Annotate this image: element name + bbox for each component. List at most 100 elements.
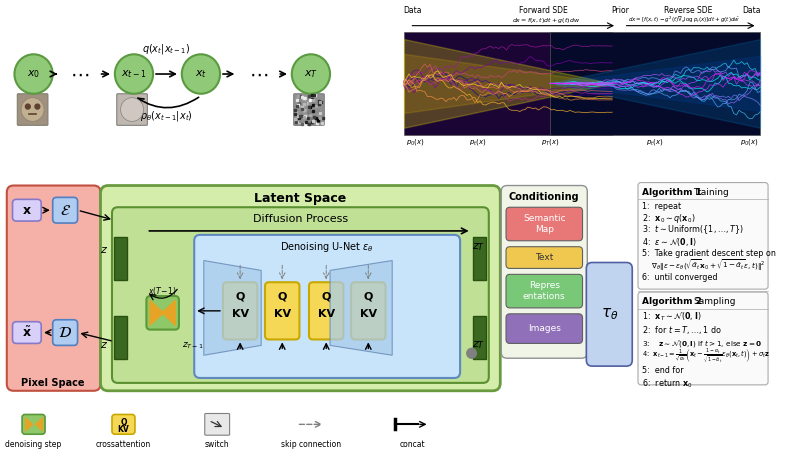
Text: Prior: Prior — [611, 6, 629, 15]
Text: Training: Training — [694, 188, 730, 197]
FancyBboxPatch shape — [506, 274, 582, 308]
Text: Conditioning: Conditioning — [509, 192, 579, 202]
Text: 3:    $\mathbf{z} \sim \mathcal{N}(\mathbf{0}, \mathbf{I})$ if $t > 1$, else $\m: 3: $\mathbf{z} \sim \mathcal{N}(\mathbf{… — [642, 338, 762, 349]
Text: $p_t(x)$: $p_t(x)$ — [646, 137, 664, 147]
Text: $\cdots$: $\cdots$ — [249, 64, 268, 84]
FancyBboxPatch shape — [309, 282, 343, 339]
Text: Q: Q — [322, 291, 331, 301]
Text: $\mathcal{D}$: $\mathcal{D}$ — [58, 325, 72, 340]
Text: Reverse SDE: Reverse SDE — [665, 6, 713, 15]
Text: $x_T$: $x_T$ — [304, 68, 318, 80]
FancyBboxPatch shape — [112, 207, 489, 383]
Text: Semantic
Map: Semantic Map — [523, 214, 566, 234]
Bar — [473, 237, 486, 280]
Text: KV: KV — [231, 309, 249, 319]
Text: Q: Q — [364, 291, 373, 301]
FancyBboxPatch shape — [117, 94, 147, 126]
Text: Q: Q — [235, 291, 245, 301]
Text: $\mathcal{E}$: $\mathcal{E}$ — [59, 202, 70, 218]
Text: $x_0$: $x_0$ — [27, 68, 40, 80]
Text: 2:  for $t = T, \ldots, 1$ do: 2: for $t = T, \ldots, 1$ do — [642, 324, 722, 336]
Text: Algorithm 1: Algorithm 1 — [642, 188, 702, 197]
Text: $x_t$: $x_t$ — [195, 68, 207, 80]
Polygon shape — [330, 261, 392, 355]
Circle shape — [182, 54, 220, 94]
FancyBboxPatch shape — [6, 185, 101, 391]
FancyBboxPatch shape — [18, 94, 48, 126]
Text: Algorithm 2: Algorithm 2 — [642, 297, 702, 306]
Text: Images: Images — [528, 324, 561, 333]
Text: z: z — [101, 340, 106, 351]
Text: Forward SDE: Forward SDE — [519, 6, 568, 15]
Text: denoising step: denoising step — [6, 440, 62, 449]
Text: Q: Q — [278, 291, 287, 301]
Text: Text: Text — [535, 253, 554, 262]
Text: $dx = [f(x,t) - g^2(t)\nabla_x \log p_t(x)]dt + g(t)d\bar{w}$: $dx = [f(x,t) - g^2(t)\nabla_x \log p_t(… — [629, 14, 741, 25]
FancyBboxPatch shape — [265, 282, 299, 339]
Polygon shape — [34, 416, 43, 432]
Text: $p_0(x)$: $p_0(x)$ — [740, 137, 758, 147]
Text: $\mathbf{x}$: $\mathbf{x}$ — [22, 204, 32, 217]
Text: $z_T$: $z_T$ — [472, 339, 485, 351]
Circle shape — [35, 104, 40, 109]
Text: $z_T$: $z_T$ — [472, 241, 485, 252]
Circle shape — [121, 98, 143, 122]
Text: 4:  $\epsilon \sim \mathcal{N}(\mathbf{0}, \mathbf{I})$: 4: $\epsilon \sim \mathcal{N}(\mathbf{0}… — [642, 236, 697, 248]
Text: z: z — [101, 245, 106, 255]
FancyBboxPatch shape — [586, 262, 632, 366]
Circle shape — [21, 98, 44, 122]
Bar — [114, 237, 127, 280]
FancyBboxPatch shape — [223, 282, 258, 339]
FancyBboxPatch shape — [506, 314, 582, 343]
Text: $x(T\!-\!1)$: $x(T\!-\!1)$ — [147, 285, 176, 297]
Circle shape — [14, 54, 53, 94]
Text: KV: KV — [318, 309, 334, 319]
Polygon shape — [204, 261, 261, 355]
Bar — [114, 316, 127, 359]
Text: 1:  repeat: 1: repeat — [642, 202, 681, 211]
Bar — [404, 32, 612, 135]
Text: skip connection: skip connection — [281, 440, 341, 449]
Text: Data: Data — [742, 6, 761, 15]
FancyBboxPatch shape — [13, 199, 42, 221]
Text: KV: KV — [360, 309, 377, 319]
Text: $\cdots$: $\cdots$ — [70, 64, 89, 84]
Text: KV: KV — [274, 309, 290, 319]
FancyBboxPatch shape — [146, 296, 179, 329]
Text: Denoising U-Net $\epsilon_\theta$: Denoising U-Net $\epsilon_\theta$ — [280, 240, 374, 254]
FancyBboxPatch shape — [205, 414, 230, 435]
Text: 2:  $\mathbf{x}_0 \sim q(\mathbf{x}_0)$: 2: $\mathbf{x}_0 \sim q(\mathbf{x}_0)$ — [642, 212, 695, 225]
FancyBboxPatch shape — [101, 185, 500, 391]
FancyBboxPatch shape — [294, 94, 324, 126]
Text: crossattention: crossattention — [96, 440, 151, 449]
FancyBboxPatch shape — [351, 282, 386, 339]
Text: Pixel Space: Pixel Space — [21, 378, 85, 388]
Polygon shape — [161, 299, 176, 327]
Text: $\tau_\theta$: $\tau_\theta$ — [601, 306, 618, 322]
FancyBboxPatch shape — [13, 322, 42, 343]
Text: Sampling: Sampling — [694, 297, 736, 306]
Text: Latent Space: Latent Space — [254, 192, 346, 205]
Text: Diffusion Process: Diffusion Process — [253, 214, 348, 224]
Text: $z_{T-1}$: $z_{T-1}$ — [182, 340, 204, 351]
Polygon shape — [25, 416, 34, 432]
Text: $x_{t-1}$: $x_{t-1}$ — [121, 68, 147, 80]
Text: 6:  until converged: 6: until converged — [642, 273, 718, 282]
Bar — [473, 316, 486, 359]
Polygon shape — [150, 299, 165, 327]
Text: $q(x_t|x_{t-1})$: $q(x_t|x_{t-1})$ — [142, 42, 190, 56]
FancyBboxPatch shape — [112, 414, 135, 434]
Text: switch: switch — [205, 440, 230, 449]
Text: $p_0(x)$: $p_0(x)$ — [406, 137, 425, 147]
FancyBboxPatch shape — [638, 292, 768, 385]
Text: $dx = f(x,t)dt + g(t)dw$: $dx = f(x,t)dt + g(t)dw$ — [512, 16, 580, 25]
FancyBboxPatch shape — [506, 247, 582, 268]
FancyBboxPatch shape — [506, 207, 582, 241]
Text: $p_{\theta}(x_{t-1}|x_t)$: $p_{\theta}(x_{t-1}|x_t)$ — [140, 109, 193, 123]
Text: Q: Q — [120, 418, 126, 427]
Circle shape — [26, 104, 30, 109]
FancyBboxPatch shape — [502, 185, 587, 358]
Text: 6:  return $\mathbf{x}_0$: 6: return $\mathbf{x}_0$ — [642, 377, 693, 390]
Text: Data: Data — [404, 6, 422, 15]
Text: 1:  $\mathbf{x}_T \sim \mathcal{N}(\mathbf{0}, \mathbf{I})$: 1: $\mathbf{x}_T \sim \mathcal{N}(\mathb… — [642, 310, 702, 323]
